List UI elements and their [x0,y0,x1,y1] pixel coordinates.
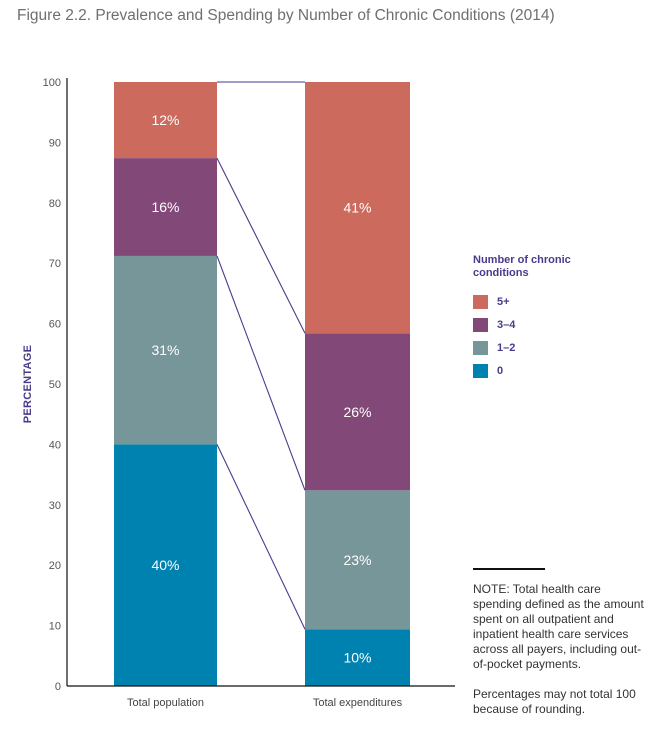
y-tick-label: 30 [49,500,61,512]
bar-segment-5plus-population [114,82,217,159]
y-tick-label: 10 [49,621,61,633]
segment-value-label: 40% [151,557,179,573]
y-tick-label: 100 [43,77,61,89]
note-divider [473,568,545,570]
bar-segment-1-2-expenditures [305,490,410,630]
y-tick-label: 80 [49,198,61,210]
y-tick-label: 20 [49,560,61,572]
legend-label: 3–4 [497,319,516,331]
legend-label: 1–2 [497,342,516,354]
bar-segment-1-2-population [114,255,217,445]
legend-swatch [473,364,488,378]
legend-label: 5+ [497,296,510,308]
legend-swatch [473,295,488,309]
segment-value-label: 16% [151,199,179,215]
legend: Number of chronic conditions 5+ 3–4 1–2 0 [473,254,613,378]
segment-value-label: 12% [151,112,179,128]
legend-label: 0 [497,365,504,377]
chart-title: Figure 2.2. Prevalence and Spending by N… [17,7,555,24]
note-definition: NOTE: Total health care spending defined… [473,582,644,671]
segment-value-label: 23% [343,552,371,568]
segment-value-label: 26% [343,404,371,420]
y-tick-label: 0 [55,681,61,693]
bar-segment-5plus-expenditures [305,82,410,334]
connector-line [216,255,306,491]
y-tick-label: 40 [49,439,61,451]
segment-value-label: 10% [343,650,371,666]
legend-swatch [473,318,488,332]
y-tick-label: 90 [49,137,61,149]
bar-segment-3-4-population [114,158,217,256]
legend-item: 0 [473,364,613,378]
y-tick-label: 50 [49,379,61,391]
legend-title: Number of chronic conditions [473,254,571,279]
note-rounding: Percentages may not total 100 because of… [473,687,636,716]
bar-segment-0-expenditures [305,629,410,686]
segment-value-label: 31% [151,342,179,358]
legend-swatch [473,341,488,355]
connector-line [216,444,306,630]
legend-item: 5+ [473,295,613,309]
bar-segment-3-4-expenditures [305,333,410,491]
x-category-label: Total expenditures [313,697,403,709]
bar-segment-0-population [114,444,217,686]
segment-value-label: 41% [343,200,371,216]
legend-item: 3–4 [473,318,613,332]
chart-notes: NOTE: Total health care spending defined… [473,582,651,732]
y-tick-label: 60 [49,319,61,331]
y-tick-label: 70 [49,258,61,270]
y-axis-label: PERCENTAGE [22,345,34,424]
connector-line [216,157,306,334]
legend-item: 1–2 [473,341,613,355]
x-category-label: Total population [127,697,204,709]
